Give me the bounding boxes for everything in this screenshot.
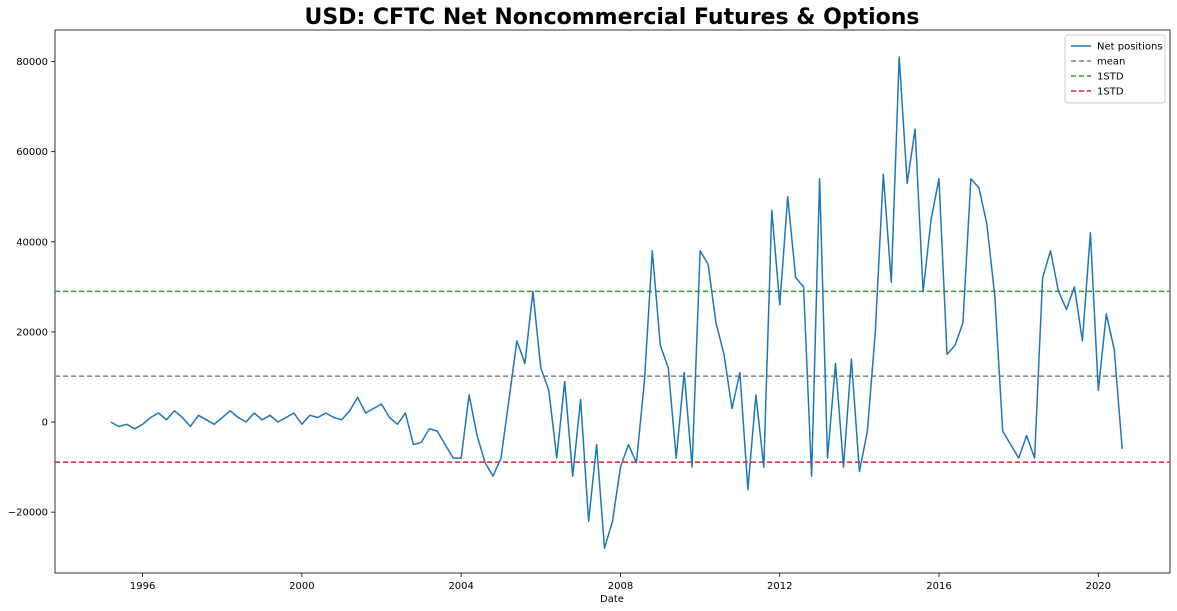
legend: Net positions mean 1STD 1STD <box>1064 34 1166 104</box>
y-tick-label: −20000 <box>8 508 48 519</box>
plot-frame <box>54 29 1171 574</box>
x-tick-label: 2016 <box>926 581 951 592</box>
y-tick-label: 60000 <box>16 147 48 158</box>
legend-entry-label: mean <box>1097 57 1125 68</box>
plot-area <box>54 29 1171 574</box>
series-line-net-positions <box>110 56 1123 549</box>
y-axis: −20000 0 20000 40000 60000 80000 <box>8 57 55 519</box>
x-axis: 1996 2000 2004 2008 2012 2016 2020 <box>130 573 1111 592</box>
x-tick-label: 1996 <box>130 581 155 592</box>
y-tick-label: 40000 <box>16 237 48 248</box>
y-tick-label: 0 <box>42 418 48 429</box>
y-tick-label: 20000 <box>16 327 48 338</box>
x-tick-label: 2008 <box>608 581 633 592</box>
x-tick-label: 2012 <box>767 581 792 592</box>
x-tick-label: 2004 <box>448 581 473 592</box>
x-tick-label: 2020 <box>1086 581 1111 592</box>
legend-entry-label: Net positions <box>1097 42 1163 53</box>
x-tick-label: 2000 <box>289 581 314 592</box>
legend-entry-label: 1STD <box>1097 72 1124 83</box>
legend-entry-label: 1STD <box>1097 87 1124 98</box>
x-axis-label: Date <box>600 594 624 605</box>
chart-title: USD: CFTC Net Noncommercial Futures & Op… <box>304 5 919 30</box>
y-tick-label: 80000 <box>16 57 48 68</box>
legend-box <box>1064 34 1166 104</box>
